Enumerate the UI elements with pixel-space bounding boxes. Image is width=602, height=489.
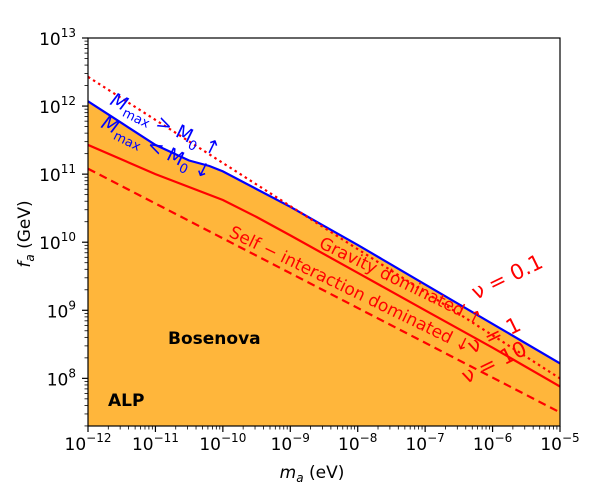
y-tick-label-1: 109	[47, 298, 76, 322]
x-tick-label-7: 10−5	[540, 431, 579, 455]
plot-area	[88, 75, 560, 426]
y-tick-label-2: 1010	[39, 230, 76, 254]
series-line-3	[88, 167, 560, 414]
x-tick-label-2: 10−10	[199, 431, 246, 455]
plot-frame	[87, 37, 561, 427]
y-tick-label-4: 1012	[39, 94, 76, 118]
region-label-alp: ALP	[108, 391, 144, 411]
nu-0.1-label: ν = 0.1	[468, 250, 547, 305]
x-tick-label-0: 10−12	[65, 431, 112, 455]
x-tick-label-6: 10−6	[473, 431, 512, 455]
x-tick-label-3: 10−9	[271, 431, 310, 455]
series-line-2	[88, 143, 560, 388]
x-tick-label-1: 10−11	[132, 431, 179, 455]
y-tick-label-3: 1011	[39, 162, 76, 186]
y-axis-label: fa (GeV)	[15, 200, 37, 267]
series-line-0	[88, 100, 560, 365]
region-label-bosenova: Bosenova	[168, 329, 261, 349]
allowed-region-fill	[88, 101, 560, 426]
y-tick-label-5: 1013	[39, 26, 76, 50]
axes: 10−12 10−11 10−10 10−9 10−8 10−7 10−6 10−5 108 10…	[39, 26, 580, 455]
x-axis-label: ma (eV)	[280, 463, 345, 485]
x-tick-label-5: 10−7	[405, 431, 444, 455]
y-tick-label-0: 108	[47, 366, 76, 390]
x-tick-label-4: 10−8	[338, 431, 377, 455]
